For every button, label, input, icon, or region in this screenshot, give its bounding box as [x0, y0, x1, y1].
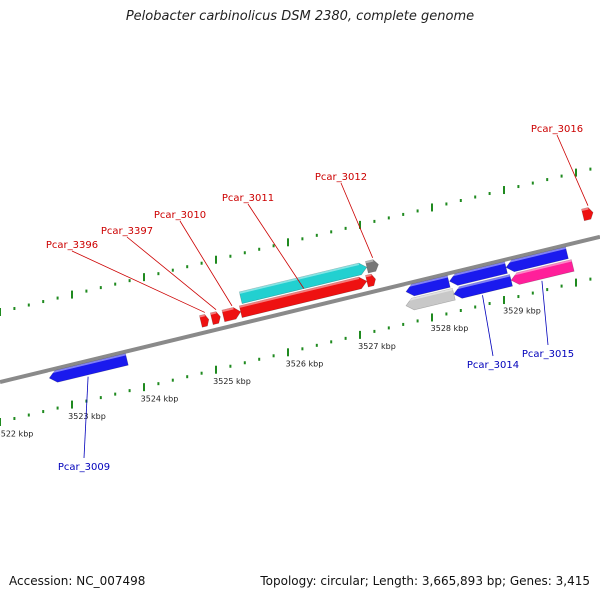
- gene-arrow[interactable]: [238, 275, 368, 318]
- gene-Pcar_3011b[interactable]: [238, 261, 368, 304]
- gene-highlight: [239, 263, 360, 294]
- gene-label[interactable]: Pcar_3012: [315, 172, 367, 183]
- scale-label: 3528 kbp: [431, 324, 469, 333]
- leader-line: [179, 220, 233, 307]
- gene-Pcar_3014[interactable]: [452, 274, 513, 300]
- gene-Pcar_3012b[interactable]: [365, 273, 377, 288]
- gene-highlight: [404, 275, 448, 288]
- gene-arrow[interactable]: [448, 261, 508, 287]
- gene-Pcar_3013b[interactable]: [404, 287, 456, 311]
- gene-highlight: [452, 274, 511, 291]
- gene-Pcar_3014b[interactable]: [448, 261, 508, 287]
- gene-highlight: [448, 261, 506, 278]
- leader-line: [126, 236, 217, 311]
- scale-label: 3522 kbp: [0, 429, 33, 438]
- gene-highlight: [509, 259, 572, 277]
- gene-arrow[interactable]: [505, 246, 569, 273]
- accession-text: Accession: NC_007498: [9, 574, 146, 588]
- gene-Pcar_3397[interactable]: [209, 311, 222, 325]
- gene-highlight: [404, 288, 453, 302]
- gene-arrow[interactable]: [510, 259, 575, 287]
- gene-highlight: [210, 311, 217, 315]
- gene-label[interactable]: Pcar_3396: [46, 240, 98, 251]
- map-title: Pelobacter carbinolicus DSM 2380, comple…: [125, 9, 475, 24]
- scale-label: 3529 kbp: [503, 307, 541, 316]
- tick-layer: 3522 kbp 3523 kbp 3524 kbp 3525 kbp 3526 kbp…: [0, 167, 592, 438]
- gene-Pcar_3015b[interactable]: [504, 246, 569, 273]
- gene-arrow[interactable]: [221, 306, 242, 323]
- gene-Pcar_3009[interactable]: [47, 353, 129, 383]
- gene-arrow[interactable]: [365, 273, 377, 288]
- gene-arrow[interactable]: [48, 353, 129, 383]
- leader-line: [482, 295, 494, 357]
- gene-highlight: [221, 307, 234, 313]
- gene-highlight: [365, 274, 372, 278]
- gene-Pcar_3396[interactable]: [199, 313, 210, 328]
- scale-label: 3523 kbp: [68, 412, 106, 421]
- gene-highlight: [504, 246, 567, 264]
- leader-line: [541, 280, 549, 346]
- gene-label[interactable]: Pcar_3011: [222, 193, 274, 204]
- gene-label[interactable]: Pcar_3015: [522, 349, 574, 360]
- gene-arrow[interactable]: [199, 313, 210, 328]
- gene-Pcar_3015[interactable]: [509, 259, 575, 287]
- leader-line: [247, 203, 305, 289]
- scale-label: 3527 kbp: [358, 342, 396, 351]
- gene-Pcar_3016[interactable]: [581, 207, 594, 222]
- gene-arrow[interactable]: [365, 259, 379, 274]
- scale-label: 3524 kbp: [141, 394, 179, 403]
- gene-highlight: [365, 259, 374, 264]
- gene-label[interactable]: Pcar_3016: [531, 124, 583, 135]
- gene-Pcar_3010[interactable]: [221, 306, 242, 323]
- gene-highlight: [47, 353, 126, 375]
- gene-label[interactable]: Pcar_3397: [101, 226, 153, 237]
- gene-layer[interactable]: [47, 207, 595, 384]
- gene-label[interactable]: Pcar_3009: [58, 462, 110, 473]
- gene-label[interactable]: Pcar_3014: [467, 360, 519, 371]
- genome-backbone: [0, 234, 600, 384]
- gene-highlight: [199, 314, 206, 318]
- gene-highlight: [239, 277, 360, 308]
- leader-line: [71, 250, 205, 313]
- leader-line: [556, 134, 589, 206]
- gene-Pcar_3011[interactable]: [238, 275, 368, 318]
- gene-arrow[interactable]: [581, 207, 594, 222]
- leader-line: [340, 182, 374, 258]
- scale-label: 3525 kbp: [213, 377, 251, 386]
- gene-Pcar_3012[interactable]: [365, 259, 379, 274]
- backbone-line: [0, 234, 600, 384]
- gene-highlight: [581, 207, 589, 212]
- gene-Pcar_3013[interactable]: [404, 275, 451, 298]
- genome-summary-text: Topology: circular; Length: 3,665,893 bp…: [260, 574, 590, 588]
- gene-arrow[interactable]: [405, 275, 451, 298]
- scale-label: 3526 kbp: [286, 359, 324, 368]
- gene-arrow[interactable]: [452, 274, 513, 300]
- leader-line: [83, 376, 89, 459]
- gene-arrow[interactable]: [209, 311, 222, 325]
- gene-arrow[interactable]: [238, 261, 368, 304]
- gene-arrow[interactable]: [405, 287, 456, 311]
- gene-label[interactable]: Pcar_3010: [154, 210, 206, 221]
